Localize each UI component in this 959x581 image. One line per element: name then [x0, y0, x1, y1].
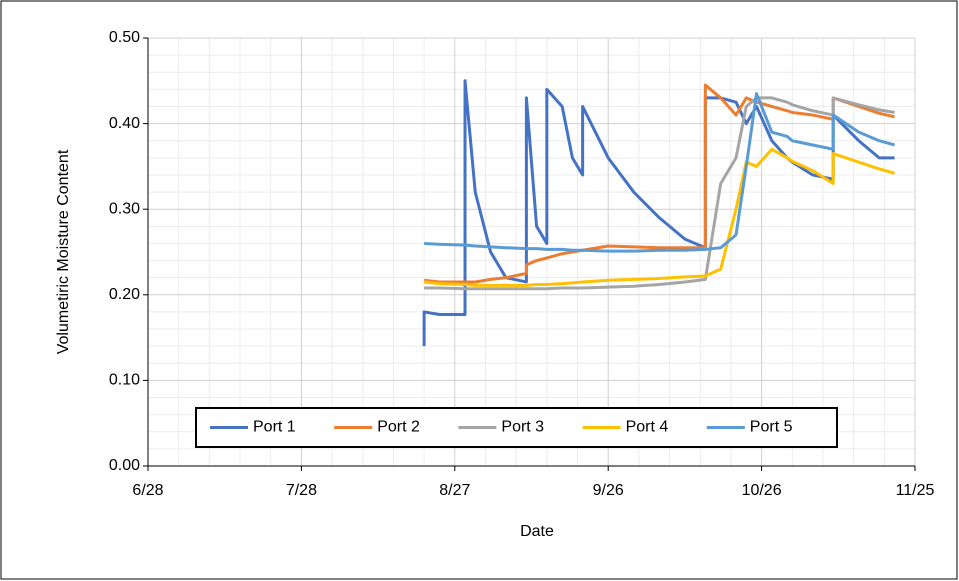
x-tick-label: 7/28 — [286, 482, 317, 499]
series-line — [423, 83, 895, 284]
legend-label: Port 4 — [626, 419, 669, 436]
legend-label: Port 5 — [750, 419, 793, 436]
y-tick-label: 0.30 — [109, 200, 140, 217]
x-tick-label: 8/27 — [439, 482, 470, 499]
legend-label: Port 2 — [377, 419, 420, 436]
series-line — [424, 96, 895, 291]
x-tick-label: 11/25 — [896, 482, 935, 499]
y-tick-label: 0.50 — [109, 29, 140, 46]
y-tick-label: 0.40 — [109, 115, 140, 132]
y-tick-label: 0.20 — [109, 286, 140, 303]
x-tick-label: 10/26 — [742, 482, 782, 499]
legend-label: Port 1 — [253, 419, 296, 436]
plot — [422, 79, 895, 347]
x-tick-label: 6/28 — [132, 482, 163, 499]
y-tick-label: 0.00 — [109, 457, 140, 474]
legend-label: Port 3 — [501, 419, 544, 436]
x-tick-label: 9/26 — [593, 482, 624, 499]
x-axis-title: Date — [520, 523, 554, 540]
y-axis-title: Volumetiric Moisture Content — [55, 149, 72, 354]
legend: Port 1 Port 2 Port 3 Port 4 Port 5 — [195, 407, 838, 448]
y-tick-label: 0.10 — [109, 372, 140, 389]
series-line — [424, 92, 895, 253]
series-line — [423, 147, 895, 287]
